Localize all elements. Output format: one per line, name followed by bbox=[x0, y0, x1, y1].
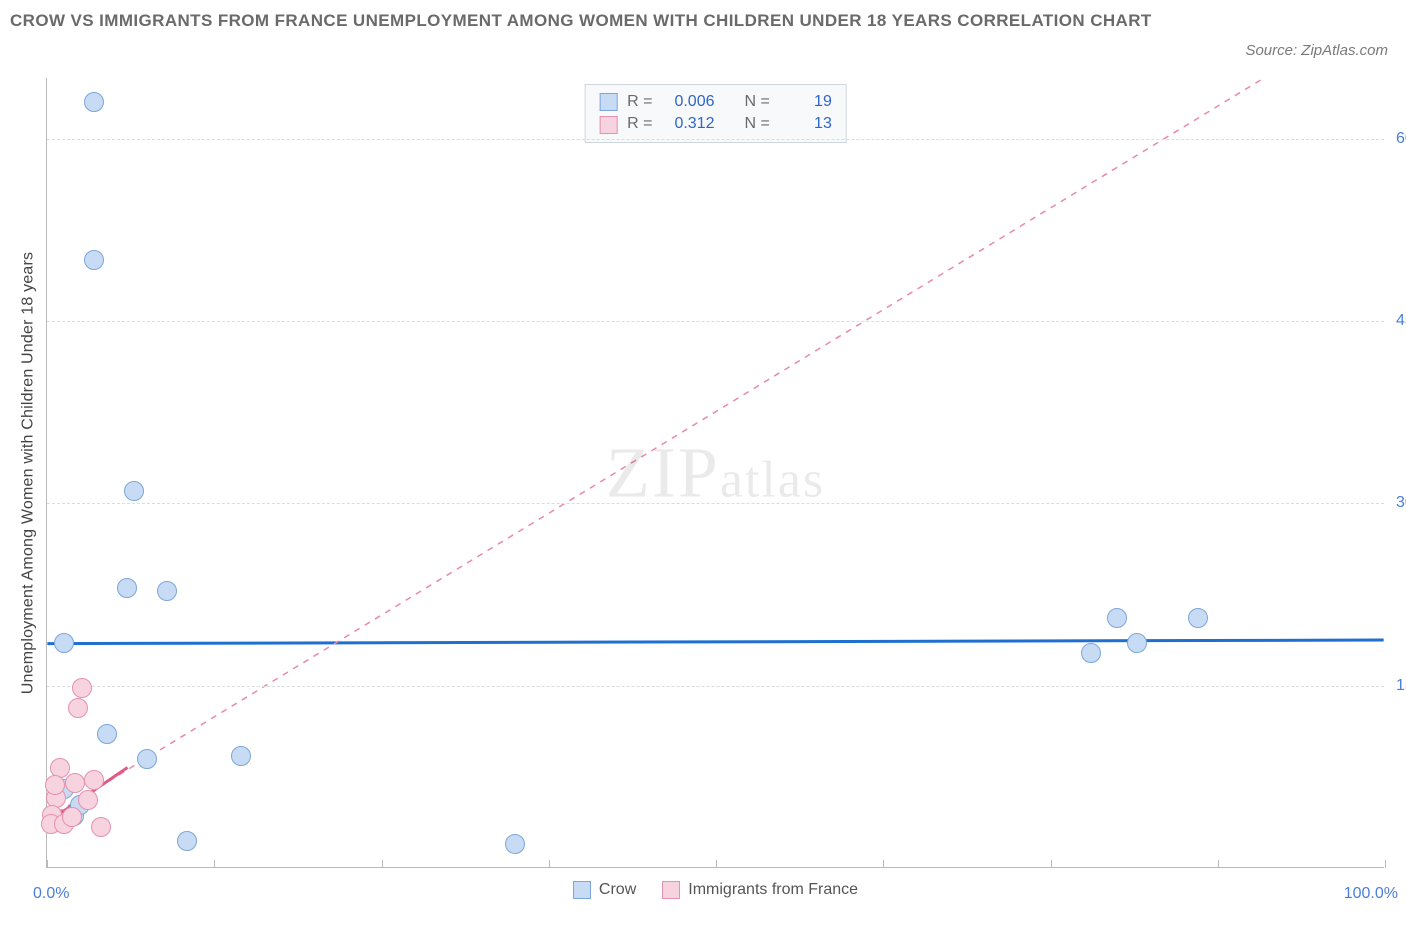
r-value: 0.006 bbox=[663, 91, 715, 113]
y-tick-label: 60.0% bbox=[1386, 130, 1406, 148]
legend-row-france: R = 0.312 N = 13 bbox=[599, 113, 832, 135]
data-point-france bbox=[45, 775, 65, 795]
y-axis-title: Unemployment Among Women with Children U… bbox=[14, 78, 42, 868]
y-tick-label: 30.0% bbox=[1386, 494, 1406, 512]
legend-swatch bbox=[599, 116, 617, 134]
x-tick bbox=[1218, 860, 1219, 868]
data-point-crow bbox=[54, 633, 74, 653]
data-point-crow bbox=[157, 581, 177, 601]
x-tick bbox=[549, 860, 550, 868]
legend-row-crow: R = 0.006 N = 19 bbox=[599, 91, 832, 113]
data-point-france bbox=[91, 817, 111, 837]
data-point-france bbox=[72, 678, 92, 698]
watermark: ZIPatlas bbox=[606, 431, 825, 514]
n-label: N = bbox=[745, 91, 770, 113]
legend-item-crow: Crow bbox=[573, 881, 636, 899]
x-axis-max-label: 100.0% bbox=[1344, 885, 1398, 903]
x-tick bbox=[382, 860, 383, 868]
n-value: 13 bbox=[780, 113, 832, 135]
data-point-crow bbox=[124, 481, 144, 501]
data-point-crow bbox=[231, 746, 251, 766]
n-value: 19 bbox=[780, 91, 832, 113]
x-tick bbox=[1385, 860, 1386, 868]
data-point-crow bbox=[1107, 608, 1127, 628]
x-tick bbox=[1051, 860, 1052, 868]
data-point-crow bbox=[505, 834, 525, 854]
gridline bbox=[47, 139, 1384, 140]
r-label: R = bbox=[627, 91, 652, 113]
data-point-crow bbox=[1081, 643, 1101, 663]
legend-swatch bbox=[573, 881, 591, 899]
x-tick bbox=[716, 860, 717, 868]
data-point-crow bbox=[117, 578, 137, 598]
y-tick-label: 45.0% bbox=[1386, 312, 1406, 330]
data-point-france bbox=[62, 807, 82, 827]
r-label: R = bbox=[627, 113, 652, 135]
data-point-crow bbox=[84, 250, 104, 270]
series-legend: Crow Immigrants from France bbox=[47, 881, 1384, 899]
y-tick-label: 15.0% bbox=[1386, 677, 1406, 695]
data-point-france bbox=[65, 773, 85, 793]
data-point-france bbox=[68, 698, 88, 718]
legend-label: Immigrants from France bbox=[688, 881, 858, 898]
gridline bbox=[47, 686, 1384, 687]
r-value: 0.312 bbox=[663, 113, 715, 135]
data-point-france bbox=[78, 790, 98, 810]
data-point-france bbox=[84, 770, 104, 790]
data-point-crow bbox=[137, 749, 157, 769]
data-point-crow bbox=[84, 92, 104, 112]
gridline bbox=[47, 321, 1384, 322]
correlation-legend: R = 0.006 N = 19 R = 0.312 N = 13 bbox=[584, 84, 847, 143]
n-label: N = bbox=[745, 113, 770, 135]
data-point-crow bbox=[1127, 633, 1147, 653]
data-point-crow bbox=[97, 724, 117, 744]
x-tick bbox=[883, 860, 884, 868]
data-point-crow bbox=[177, 831, 197, 851]
legend-swatch bbox=[662, 881, 680, 899]
chart-title: CROW VS IMMIGRANTS FROM FRANCE UNEMPLOYM… bbox=[10, 10, 1286, 33]
source-attribution: Source: ZipAtlas.com bbox=[1245, 42, 1388, 59]
x-axis-min-label: 0.0% bbox=[33, 885, 69, 903]
data-point-crow bbox=[1188, 608, 1208, 628]
x-tick bbox=[214, 860, 215, 868]
x-tick bbox=[47, 860, 48, 868]
scatter-plot: ZIPatlas R =0.006N =19R =0.312N =13 Crow… bbox=[46, 78, 1384, 868]
legend-swatch bbox=[599, 93, 617, 111]
legend-label: Crow bbox=[599, 881, 636, 898]
gridline bbox=[47, 503, 1384, 504]
legend-item-france: Immigrants from France bbox=[662, 881, 858, 899]
